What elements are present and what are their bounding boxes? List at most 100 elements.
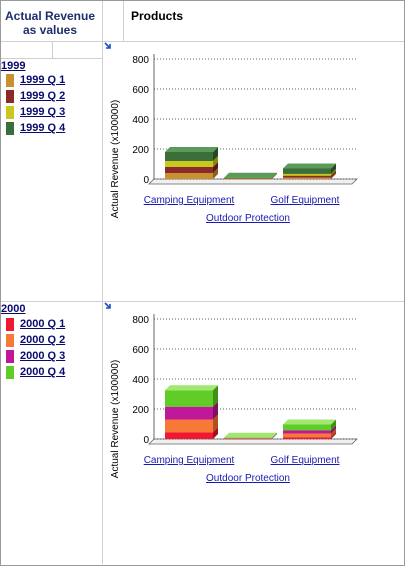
category-label[interactable]: Outdoor Protection: [206, 473, 290, 484]
corner-title: Actual Revenue as values: [4, 9, 96, 37]
category-label[interactable]: Golf Equipment: [271, 195, 340, 206]
corner-split-b: [123, 1, 124, 41]
legend-label[interactable]: 2000 Q 2: [20, 334, 66, 346]
legend-swatch: [6, 333, 14, 347]
bar-segment: [224, 172, 277, 179]
revenue-chart-1999: 800 600 400 200 0 Actual Revenue (x100000) Cam…: [110, 54, 358, 224]
y-tick-label: 400: [132, 375, 149, 386]
bar-side: [331, 425, 336, 434]
bar-top: [165, 385, 218, 391]
category-label[interactable]: Outdoor Protection: [206, 213, 290, 224]
legend-label[interactable]: 1999 Q 1: [20, 74, 66, 86]
chart-floor: [148, 438, 358, 445]
bar-side: [213, 414, 218, 433]
bar-front: [224, 178, 272, 179]
subheader-divider: [1, 58, 102, 59]
bar-side: [331, 419, 336, 431]
bar-side: [213, 168, 218, 179]
bar-front: [165, 173, 213, 179]
legend-swatch: [6, 105, 14, 119]
bar-side: [331, 163, 336, 174]
y-tick-label: 800: [132, 55, 149, 66]
bar-segment: [165, 385, 218, 407]
drill-down-arrow-icon[interactable]: [104, 42, 112, 50]
legend-item[interactable]: 1999 Q 3: [6, 104, 65, 120]
bar-segment: [283, 419, 336, 431]
bar-side: [272, 173, 277, 179]
bar-side: [213, 401, 218, 420]
category-label[interactable]: Camping Equipment: [144, 195, 235, 206]
bar-front: [165, 406, 213, 420]
bar-side: [272, 432, 277, 439]
legend-label[interactable]: 1999 Q 2: [20, 90, 66, 102]
legend-swatch: [6, 73, 14, 87]
y-tick-label: 600: [132, 85, 149, 96]
legend-label[interactable]: 2000 Q 4: [20, 366, 66, 378]
legend-swatch: [6, 89, 14, 103]
bar-front: [165, 419, 213, 433]
bar-top: [224, 172, 277, 178]
legend-item[interactable]: 2000 Q 4: [6, 364, 65, 380]
y-tick-label: 0: [143, 435, 149, 446]
bar-segment: [165, 147, 218, 161]
legend-item[interactable]: 1999 Q 2: [6, 88, 65, 104]
year-2000-link[interactable]: 2000: [1, 303, 26, 315]
bar-side: [213, 427, 218, 439]
bar-front: [283, 430, 331, 434]
legend-label[interactable]: 1999 Q 4: [20, 122, 66, 134]
bar-front: [165, 152, 213, 161]
header-divider: [1, 41, 404, 42]
bar-front: [165, 167, 213, 173]
y-tick-label: 600: [132, 345, 149, 356]
year-1999-link[interactable]: 1999: [1, 60, 26, 72]
bar-side: [331, 432, 336, 439]
y-tick-label: 800: [132, 315, 149, 326]
corner-split-a: [52, 41, 53, 58]
bar-segment: [283, 163, 336, 174]
legend-label[interactable]: 2000 Q 3: [20, 350, 66, 362]
legend-swatch: [6, 365, 14, 379]
category-label[interactable]: Golf Equipment: [271, 455, 340, 466]
bar-top: [165, 147, 218, 152]
bar-front: [224, 438, 272, 440]
bar-front: [283, 173, 331, 176]
y-axis-label: Actual Revenue (x100000): [110, 100, 121, 218]
revenue-chart-2000: 800 600 400 200 0 Actual Revenue (x100000) Cam…: [110, 314, 358, 484]
bar-front: [224, 438, 272, 439]
y-tick-label: 0: [143, 175, 149, 186]
bar-front: [165, 432, 213, 439]
legend-item[interactable]: 2000 Q 3: [6, 348, 65, 364]
products-header[interactable]: Products: [131, 9, 184, 23]
bar-side: [331, 428, 336, 438]
bar-side: [272, 433, 277, 439]
bar-side: [213, 156, 218, 167]
legend-label[interactable]: 2000 Q 1: [20, 318, 66, 330]
legend-2000: 2000 Q 1 2000 Q 2 2000 Q 3 2000 Q 4: [6, 316, 65, 380]
y-axis-label: Actual Revenue (x100000): [110, 360, 121, 478]
bar-top: [224, 432, 277, 438]
legend-item[interactable]: 1999 Q 1: [6, 72, 65, 88]
category-label[interactable]: Camping Equipment: [144, 455, 235, 466]
bar-side: [272, 172, 277, 179]
legend-item[interactable]: 1999 Q 4: [6, 120, 65, 136]
bar-segment: [224, 432, 277, 439]
bar-top: [283, 419, 336, 425]
legend-label[interactable]: 1999 Q 3: [20, 106, 66, 118]
legend-swatch: [6, 317, 14, 331]
legend-item[interactable]: 2000 Q 2: [6, 332, 65, 348]
bar-side: [272, 173, 277, 179]
bar-front: [283, 433, 331, 438]
bar-front: [283, 175, 331, 178]
bar-front: [224, 178, 272, 180]
legend-swatch: [6, 349, 14, 363]
drill-down-arrow-icon[interactable]: [104, 302, 112, 310]
legend-item[interactable]: 2000 Q 1: [6, 316, 65, 332]
bar-front: [283, 437, 331, 439]
row-divider: [1, 301, 404, 302]
bar-side: [213, 162, 218, 173]
bar-side: [331, 168, 336, 176]
y-tick-label: 400: [132, 115, 149, 126]
bar-front: [224, 177, 272, 179]
bar-side: [213, 147, 218, 161]
y-tick-label: 200: [132, 405, 149, 416]
